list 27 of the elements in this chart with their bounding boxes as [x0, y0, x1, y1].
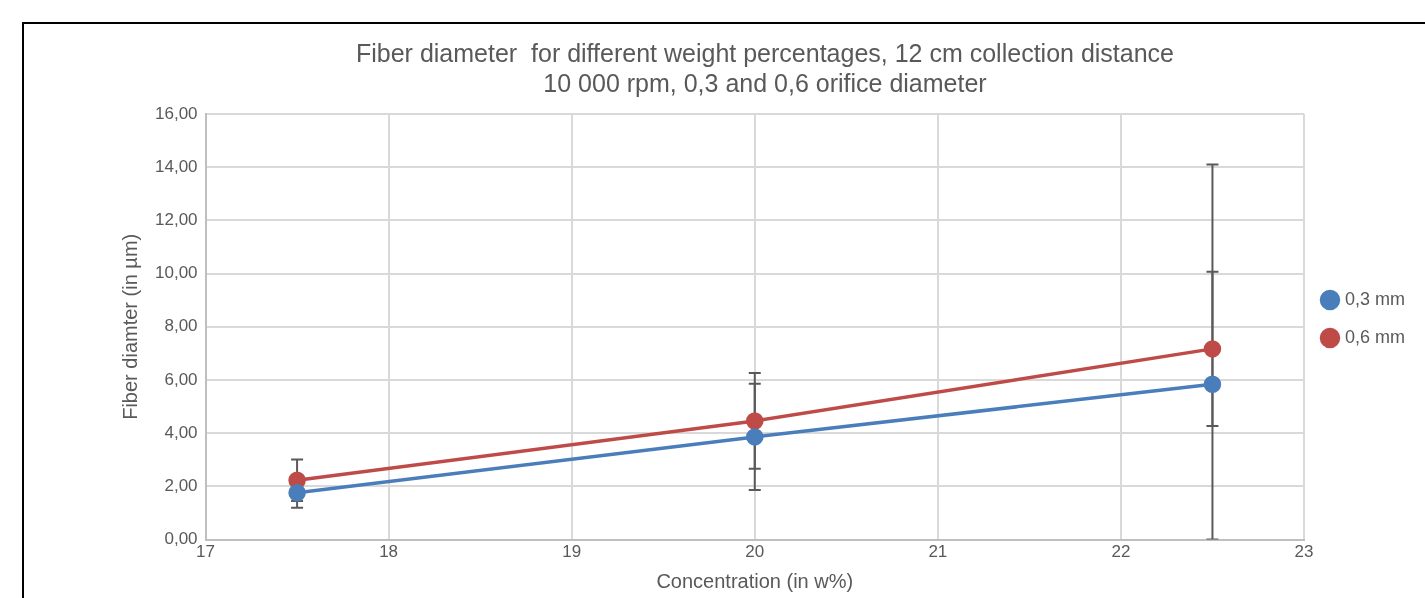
point: [746, 412, 764, 430]
point: [1203, 375, 1222, 394]
y-tick-label: 4,00: [164, 422, 198, 442]
y-tick-label: 6,00: [164, 369, 198, 389]
y-tick-label: 0,00: [164, 529, 198, 549]
text: 10 000 rpm, 0,3 and 0,6 orifice diameter: [543, 68, 987, 97]
y-axis-title: Fiber diamter (in µm): [118, 233, 141, 420]
y-tick-label: 16,00: [154, 103, 198, 123]
x-tick-label: 17: [196, 542, 215, 562]
y-tick-label: 12,00: [154, 210, 198, 230]
y-tick-label: 10,00: [154, 263, 198, 283]
point: [746, 428, 764, 446]
x-tick-label: 18: [379, 542, 399, 562]
y-tick-label: 14,00: [154, 156, 198, 176]
point: [1203, 340, 1222, 358]
x-tick-label: 19: [562, 542, 582, 562]
x-tick-label: 23: [1294, 542, 1314, 562]
x-tick-label: 20: [745, 542, 765, 562]
y-tick-label: 8,00: [164, 316, 198, 336]
text: Fiber diameter for different weight percentages, 12 cm collection distance: [355, 38, 1175, 67]
y-tick-label: 2,00: [164, 476, 198, 496]
legend-label: 0,6 mm: [1344, 326, 1405, 347]
point: [288, 484, 306, 502]
x-tick-label: 21: [928, 542, 948, 562]
x-axis-title: Concentration (in w%): [656, 569, 854, 592]
x-tick-label: 22: [1111, 542, 1131, 562]
legend-label: 0,3 mm: [1344, 288, 1405, 309]
